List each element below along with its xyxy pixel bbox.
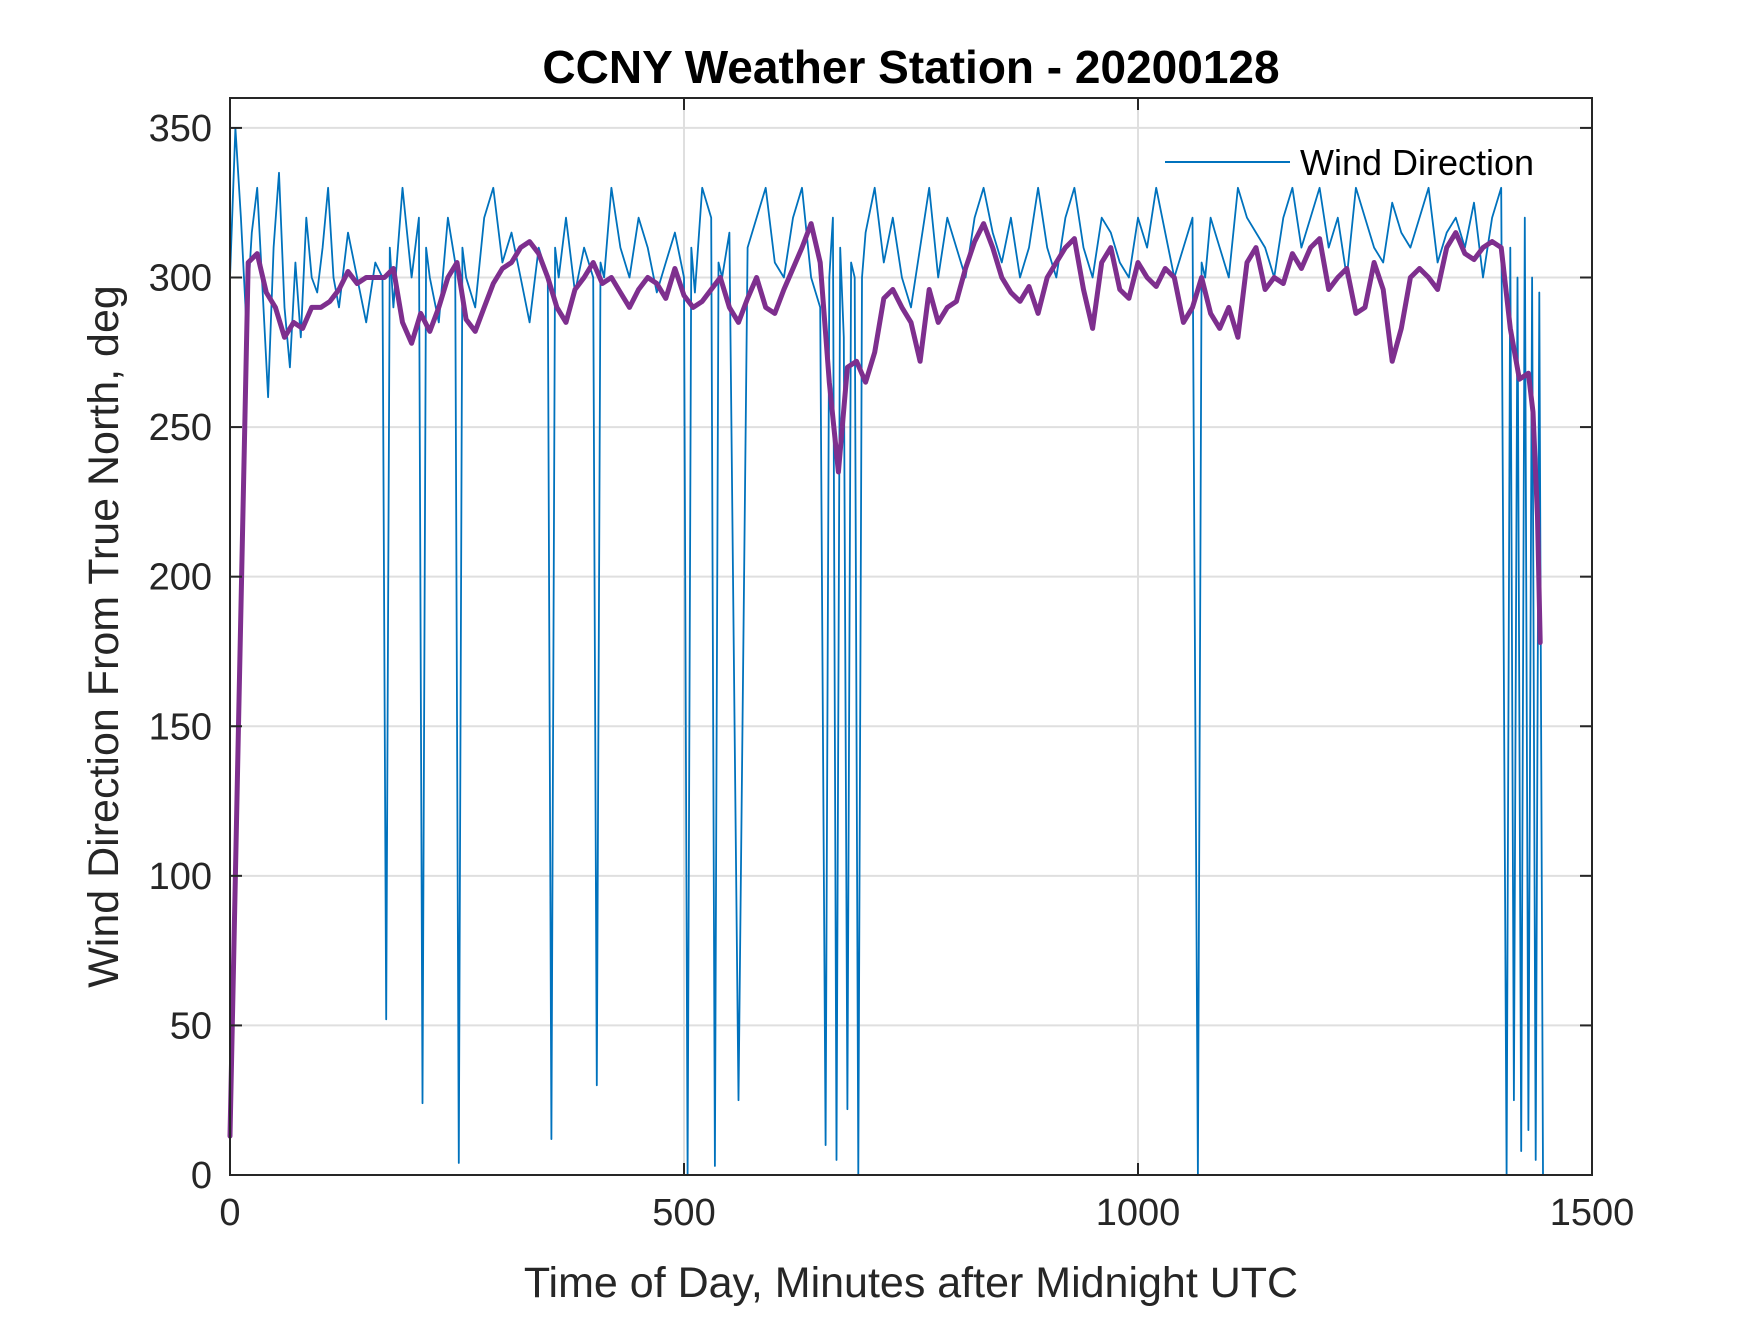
series-line-wind-direction xyxy=(229,127,1544,1176)
axes-frame xyxy=(229,97,1593,1176)
x-axis-label: Time of Day, Minutes after Midnight UTC xyxy=(524,1259,1298,1307)
x-tick-label: 1000 xyxy=(1096,1192,1181,1234)
y-tick-label: 250 xyxy=(149,407,212,449)
x-tick-label: 500 xyxy=(652,1192,715,1234)
plot-area xyxy=(230,98,1592,1175)
y-tick-label: 200 xyxy=(149,557,212,599)
series-line-smoothed xyxy=(227,221,1543,1139)
legend-entry-wind-direction: Wind Direction xyxy=(1300,142,1534,183)
x-tick-label: 0 xyxy=(219,1192,240,1234)
y-tick-label: 350 xyxy=(149,108,212,150)
y-axis-label: Wind Direction From True North, deg xyxy=(80,285,128,988)
y-tick-label: 150 xyxy=(149,706,212,748)
y-tick-label: 100 xyxy=(149,856,212,898)
legend: Wind Direction xyxy=(1165,142,1534,183)
x-tick-label: 1500 xyxy=(1550,1192,1635,1234)
y-tick-label: 300 xyxy=(149,258,212,300)
y-tick-label: 50 xyxy=(170,1005,212,1047)
series-group xyxy=(227,127,1544,1176)
y-tick-label: 0 xyxy=(191,1155,212,1197)
axis-ticks: 0 500 1000 1500 0 50 100 150 200 250 300 350 xyxy=(149,98,1635,1234)
chart-title: CCNY Weather Station - 20200128 xyxy=(542,41,1279,93)
